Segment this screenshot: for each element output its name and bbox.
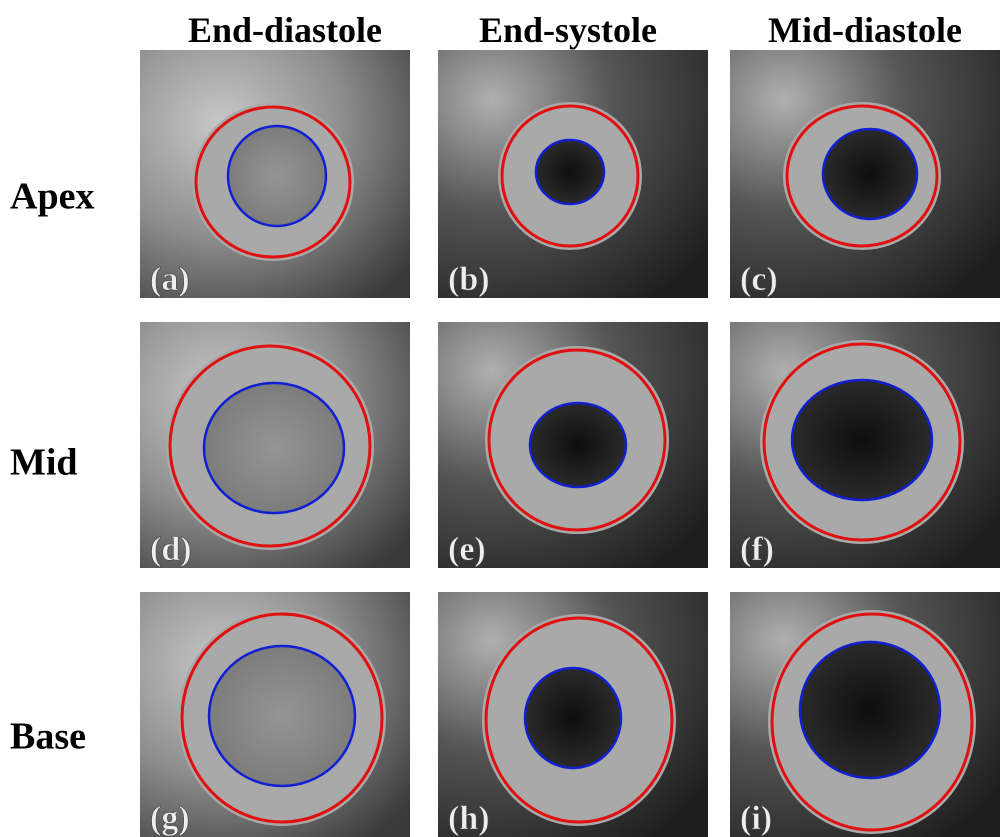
row-label: Mid bbox=[10, 442, 78, 484]
panel-label: (b) bbox=[448, 261, 490, 298]
column-header: End-systole bbox=[479, 10, 657, 50]
panel-label: (g) bbox=[150, 800, 190, 837]
panel-label: (a) bbox=[150, 261, 190, 298]
panel-label: (e) bbox=[448, 531, 486, 568]
row-label: Apex bbox=[10, 176, 94, 218]
row-label: Base bbox=[10, 716, 86, 758]
panel-label: (f) bbox=[740, 531, 774, 568]
figure: End-diastole End-systole Mid-diastole Ap… bbox=[0, 0, 1000, 837]
panel-label: (d) bbox=[150, 531, 192, 568]
panels: (a) (b) (c) (d) (e) (f) (g) (h) (i) bbox=[140, 50, 1000, 837]
panel-label: (c) bbox=[740, 261, 778, 298]
panel-label: (i) bbox=[740, 800, 772, 837]
column-header: End-diastole bbox=[188, 10, 382, 50]
column-header: Mid-diastole bbox=[768, 10, 962, 50]
panel-label: (h) bbox=[448, 800, 490, 837]
